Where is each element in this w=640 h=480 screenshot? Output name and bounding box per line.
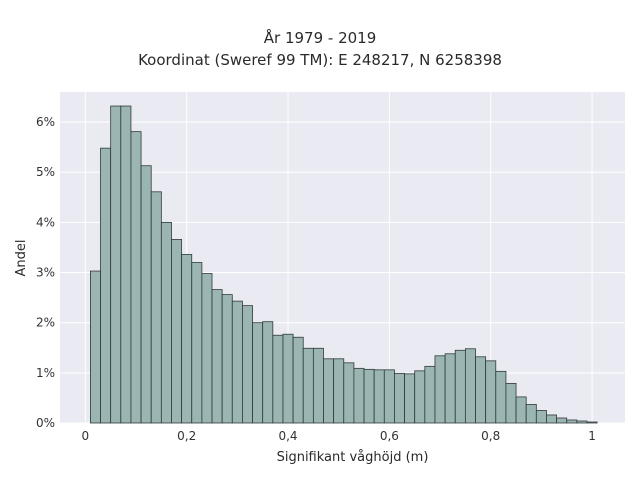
- histogram-bar: [546, 414, 557, 424]
- histogram-bar: [282, 333, 294, 424]
- histogram-bar: [383, 369, 395, 424]
- histogram-bar: [262, 321, 274, 424]
- histogram-bar: [566, 419, 578, 424]
- histogram-bar: [292, 336, 304, 424]
- y-tick-label: 0%: [36, 416, 55, 430]
- histogram-bar: [120, 105, 132, 424]
- histogram-bar: [353, 367, 365, 424]
- y-axis-ticks: 0% 1% 2% 3% 4% 5% 6%: [36, 115, 55, 430]
- histogram-bar: [576, 420, 588, 424]
- histogram-bar: [394, 372, 405, 424]
- histogram-bar: [414, 370, 426, 424]
- histogram-bar: [272, 334, 284, 424]
- histogram-bar: [515, 396, 527, 424]
- histogram-bar: [221, 294, 233, 424]
- histogram-bars: [90, 105, 598, 424]
- y-tick-label: 1%: [36, 366, 55, 380]
- histogram-bar: [323, 358, 335, 424]
- histogram-bar: [302, 347, 314, 424]
- histogram-bar: [231, 300, 243, 424]
- y-tick-label: 2%: [36, 316, 55, 330]
- histogram-bar: [191, 262, 203, 424]
- histogram-bar: [343, 362, 355, 424]
- histogram-bar: [242, 305, 253, 424]
- histogram-bar: [444, 353, 456, 424]
- histogram-bar: [495, 370, 507, 424]
- chart-title-line2: Koordinat (Sweref 99 TM): E 248217, N 62…: [138, 51, 502, 69]
- histogram-bar: [333, 358, 345, 424]
- x-tick-label: 0,2: [177, 429, 196, 443]
- histogram-bar: [90, 270, 101, 424]
- histogram-bar: [586, 421, 598, 424]
- histogram-bar: [485, 360, 497, 424]
- histogram-bar: [363, 368, 375, 424]
- histogram-bar: [110, 105, 122, 424]
- histogram-bar: [100, 147, 112, 424]
- histogram-bar: [454, 349, 466, 424]
- histogram-bar: [211, 289, 223, 424]
- histogram-bar: [404, 373, 416, 424]
- histogram-bar: [312, 347, 324, 424]
- y-tick-label: 5%: [36, 165, 55, 179]
- histogram-bar: [130, 131, 142, 424]
- x-tick-label: 0,6: [380, 429, 399, 443]
- histogram-bar: [434, 355, 446, 424]
- histogram-bar: [373, 369, 385, 424]
- histogram-bar: [171, 239, 183, 424]
- y-tick-label: 6%: [36, 115, 55, 129]
- histogram-bar: [525, 404, 537, 424]
- x-tick-label: 0: [82, 429, 90, 443]
- x-axis-label: Signifikant våghöjd (m): [277, 450, 429, 465]
- histogram-bar: [424, 365, 436, 424]
- histogram-bar: [160, 221, 172, 424]
- y-axis-label: Andel: [14, 240, 29, 277]
- x-axis-ticks: 0 0,2 0,4 0,6 0,8 1: [82, 429, 596, 443]
- y-tick-label: 4%: [36, 215, 55, 229]
- x-tick-label: 0,8: [481, 429, 500, 443]
- x-tick-label: 0,4: [278, 429, 297, 443]
- y-tick-label: 3%: [36, 266, 55, 280]
- histogram-bar: [140, 165, 152, 424]
- histogram-bar: [505, 382, 517, 424]
- x-tick-label: 1: [588, 429, 596, 443]
- histogram-bar: [535, 410, 547, 424]
- histogram-bar: [252, 322, 264, 424]
- histogram-bar: [181, 254, 193, 424]
- histogram-bar: [475, 356, 487, 424]
- histogram-bar: [464, 348, 476, 424]
- histogram-bar: [150, 191, 162, 424]
- histogram-bar: [201, 273, 213, 424]
- chart-title-line1: År 1979 - 2019: [263, 29, 377, 47]
- histogram-bar: [556, 417, 568, 424]
